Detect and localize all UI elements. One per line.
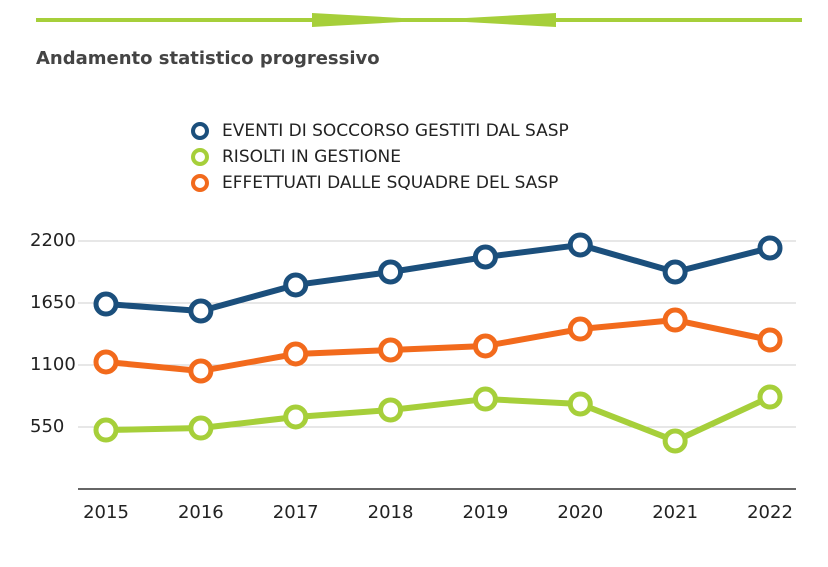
- data-point: [662, 259, 688, 285]
- x-tick-label: 2017: [273, 502, 319, 523]
- series-line: [105, 394, 772, 444]
- legend-label: EVENTI DI SOCCORSO GESTITI DAL SASP: [222, 121, 569, 141]
- data-point: [567, 232, 593, 258]
- data-point: [472, 333, 498, 359]
- data-point: [188, 415, 214, 441]
- data-point: [283, 272, 309, 298]
- y-tick-label: 2200: [30, 230, 76, 251]
- header-decoration: [36, 13, 802, 27]
- data-point: [378, 337, 404, 363]
- data-point: [93, 349, 119, 375]
- chart-title: Andamento statistico progressivo: [36, 48, 380, 69]
- x-tick-label: 2021: [652, 502, 698, 523]
- data-point: [93, 417, 119, 443]
- data-point: [472, 244, 498, 270]
- data-point: [567, 391, 593, 417]
- legend-marker: [191, 174, 209, 192]
- data-point: [378, 397, 404, 423]
- legend-label: EFFETTUATI DALLE SQUADRE DEL SASP: [222, 173, 558, 193]
- x-tick-label: 2020: [557, 502, 603, 523]
- data-point: [188, 358, 214, 384]
- legend-label: RISOLTI IN GESTIONE: [222, 147, 401, 167]
- data-point: [662, 307, 688, 333]
- legend-marker: [191, 148, 209, 166]
- data-point: [757, 235, 783, 261]
- x-tick-label: 2019: [463, 502, 509, 523]
- y-tick-label: 1650: [30, 292, 76, 313]
- legend-marker: [191, 122, 209, 140]
- data-point: [757, 384, 783, 410]
- x-tick-label: 2022: [747, 502, 793, 523]
- data-point: [567, 316, 593, 342]
- data-point: [757, 327, 783, 353]
- x-tick-label: 2016: [178, 502, 224, 523]
- y-tick-label: 1100: [30, 354, 76, 375]
- data-point: [472, 386, 498, 412]
- data-point: [93, 291, 119, 317]
- data-point: [188, 298, 214, 324]
- data-point: [662, 428, 688, 454]
- x-tick-label: 2018: [368, 502, 414, 523]
- data-point: [378, 259, 404, 285]
- data-point: [283, 341, 309, 367]
- x-tick-label: 2015: [83, 502, 129, 523]
- y-tick-label: 550: [30, 416, 64, 437]
- series-line: [105, 317, 771, 374]
- series-line: [105, 241, 771, 315]
- data-point: [283, 404, 309, 430]
